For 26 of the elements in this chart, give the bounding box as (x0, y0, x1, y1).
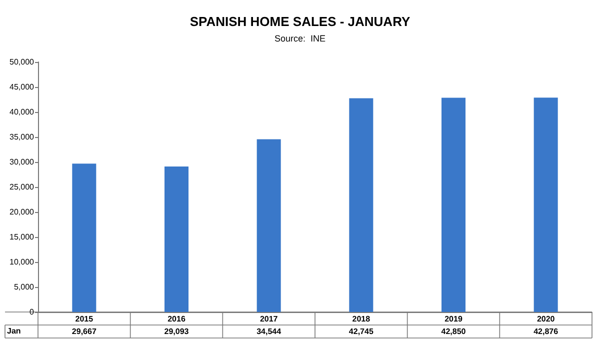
x-tick-label: 2015 (75, 314, 94, 324)
y-tick-label: 35,000 (10, 132, 35, 142)
y-tick-label: 25,000 (10, 182, 35, 192)
chart-subtitle: Source: INE (274, 34, 326, 44)
x-tick-label: 2020 (536, 314, 556, 324)
y-tick-label: 0 (30, 308, 35, 316)
chart-title: SPANISH HOME SALES - JANUARY (190, 14, 410, 29)
y-tick-label: 50,000 (10, 58, 35, 66)
y-tick-label: 5,000 (14, 282, 35, 292)
data-label: 34,544 (256, 327, 282, 336)
x-tick-label: 2016 (168, 314, 186, 324)
data-label: 29,667 (72, 327, 97, 336)
x-tick-label: 2018 (352, 314, 371, 324)
x-tick-label: 2017 (260, 314, 278, 324)
data-label: 42,876 (534, 327, 559, 336)
data-label: 29,093 (164, 327, 190, 336)
y-tick-label: 10,000 (10, 258, 35, 266)
y-tick-label: 15,000 (10, 232, 35, 242)
y-tick-label: 40,000 (10, 108, 35, 116)
y-tick-label: 30,000 (10, 158, 35, 166)
data-label: 42,745 (348, 327, 374, 336)
text: Jan (7, 326, 21, 336)
data-label: 42,850 (441, 327, 466, 336)
y-tick-label: 20,000 (10, 208, 35, 216)
y-tick-label: 45,000 (10, 82, 35, 92)
x-tick-label: 2019 (444, 314, 463, 324)
